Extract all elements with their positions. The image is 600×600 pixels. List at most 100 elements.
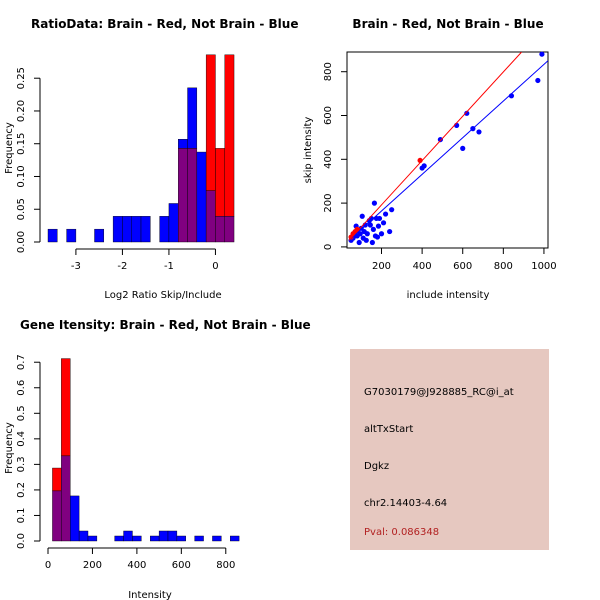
intensity-bar-not-brain [212, 535, 222, 542]
intensity-bar-not-brain [70, 495, 80, 542]
ratio-bar-overlap [205, 190, 216, 243]
intensity-bar-not-brain [123, 530, 133, 542]
intensity-y-tick-label: 0.5 [16, 405, 27, 421]
scatter-fit-line-not-brain [348, 60, 548, 241]
scatter-point-not-brain [476, 129, 482, 135]
intensity-bar-not-brain [194, 535, 204, 542]
intensity-x-tick-label: 200 [83, 560, 102, 571]
scatter-point-not-brain [380, 220, 387, 226]
genomic-location: chr2.14403-4.64 [364, 498, 448, 509]
intensity-x-tick-label: 400 [127, 560, 146, 571]
intensity-chart-title: Gene Itensity: Brain - Red, Not Brain - … [20, 318, 311, 332]
ratio-bar-brain [205, 54, 216, 191]
scatter-point-not-brain [357, 231, 363, 237]
intensity-bar-not-brain [158, 530, 169, 542]
scatter-point-not-brain [363, 237, 369, 243]
intensity-bar-brain [61, 358, 71, 457]
scatter-point-not-brain [371, 200, 378, 206]
scatter-point-not-brain [437, 136, 443, 143]
ratio-x-tick-label: -1 [164, 261, 174, 272]
scatter-point-not-brain [460, 145, 466, 151]
intensity-x-label: Intensity [128, 590, 172, 600]
ratio-bar-not-brain [187, 87, 198, 149]
ratio-x-tick-label: 0 [212, 261, 218, 272]
ratio-axes: -3 -2 -1 0 0.00 0.05 0.10 0.15 0.20 0.25 [16, 67, 219, 272]
scatter-point-not-brain [370, 226, 376, 232]
scatter-point-not-brain [421, 163, 427, 169]
intensity-y-tick-label: 0.7 [16, 354, 27, 370]
ratio-bar-not-brain [66, 228, 77, 243]
intensity-y-tick-label: 0.3 [16, 456, 27, 472]
intensity-x-tick-label: 600 [172, 560, 191, 571]
scatter-fit-line-brain [348, 52, 522, 241]
scatter-x-tick-label: 400 [413, 261, 432, 272]
ratio-bar-not-brain [140, 216, 151, 243]
p-value: Pval: 0.086348 [364, 527, 440, 538]
scatter-point-not-brain [464, 110, 470, 116]
ratio-bars [47, 54, 235, 243]
intensity-y-label: Frequency [4, 422, 15, 474]
intensity-axes: 0 200 400 600 800 0.0 0.1 0.2 0.3 0.4 0.5 0.6 0.7 [16, 354, 235, 571]
ratio-y-tick-label: 0.25 [16, 67, 27, 89]
scatter-point-not-brain [356, 239, 362, 246]
ratio-bar-overlap [187, 148, 198, 243]
probe-id: G7030179@J928885_RC@i_at [364, 387, 514, 398]
intensity-x-tick-label: 0 [45, 560, 51, 571]
intensity-bar-not-brain [114, 535, 124, 542]
intensity-y-tick-label: 0.2 [16, 482, 27, 498]
ratio-bar-overlap [215, 216, 225, 243]
scatter-point-not-brain [359, 213, 365, 219]
intensity-bar-not-brain [230, 535, 240, 542]
scatter-point-not-brain [376, 215, 383, 222]
intensity-bar-brain [52, 467, 62, 492]
ratio-bar-not-brain [178, 139, 188, 149]
ratio-y-tick-label: 0.00 [16, 231, 27, 253]
ratio-bar-brain [224, 54, 235, 217]
gene-name: Dgkz [364, 461, 390, 472]
scatter-point-not-brain [374, 234, 381, 240]
intensity-y-tick-label: 0.0 [16, 533, 27, 549]
ratio-histogram: RatioData: Brain - Red, Not Brain - Blue… [4, 17, 298, 301]
probe-info-panel: G7030179@J928885_RC@i_at altTxStart Dgkz… [350, 349, 549, 550]
intensity-y-tick-label: 0.4 [16, 431, 27, 447]
scatter-point-not-brain [369, 239, 375, 246]
ratio-y-tick-label: 0.15 [16, 133, 27, 155]
scatter-chart-title: Brain - Red, Not Brain - Blue [352, 17, 543, 31]
ratio-bar-not-brain [47, 228, 58, 243]
ratio-bar-overlap [224, 216, 235, 243]
intensity-bar-overlap [52, 490, 62, 542]
intensity-bar-overlap [61, 455, 71, 542]
scatter-point-not-brain [389, 207, 395, 213]
scatter-y-tick-label: 0 [323, 244, 334, 250]
scatter-point-not-brain [382, 211, 389, 217]
ratio-bar-not-brain [94, 228, 105, 243]
ratio-bar-overlap [178, 148, 188, 243]
scatter-plot: Brain - Red, Not Brain - Blue 200 400 600 8… [303, 17, 557, 301]
ratio-chart-title: RatioData: Brain - Red, Not Brain - Blue [31, 17, 298, 31]
intensity-bar-not-brain [167, 530, 178, 542]
ratio-y-label: Frequency [4, 122, 15, 174]
scatter-point-not-brain [358, 225, 364, 231]
ratio-x-label: Log2 Ratio Skip/Include [104, 290, 221, 301]
ratio-x-tick-label: -3 [71, 261, 81, 272]
scatter-plot-frame [346, 51, 549, 249]
ratio-bar-not-brain [196, 151, 207, 243]
intensity-bar-not-brain [150, 535, 160, 542]
ratio-x-tick-label: -2 [117, 261, 127, 272]
scatter-x-label: include intensity [407, 290, 490, 301]
intensity-x-tick-label: 800 [216, 560, 235, 571]
scatter-point-not-brain [378, 231, 385, 237]
ratio-y-tick-label: 0.10 [16, 165, 27, 187]
scatter-x-tick-label: 200 [372, 261, 391, 272]
scatter-x-tick-label: 600 [453, 261, 472, 272]
intensity-histogram: Gene Itensity: Brain - Red, Not Brain - … [4, 318, 311, 600]
ratio-bar-brain [215, 148, 225, 217]
scatter-y-tick-label: 600 [323, 106, 334, 125]
scatter-y-tick-label: 200 [323, 194, 334, 213]
scatter-x-tick-label: 1000 [531, 261, 556, 272]
intensity-bar-not-brain [176, 535, 186, 542]
ratio-bar-not-brain [159, 216, 170, 243]
intensity-y-tick-label: 0.6 [16, 380, 27, 396]
scatter-x-tick-label: 800 [494, 261, 513, 272]
